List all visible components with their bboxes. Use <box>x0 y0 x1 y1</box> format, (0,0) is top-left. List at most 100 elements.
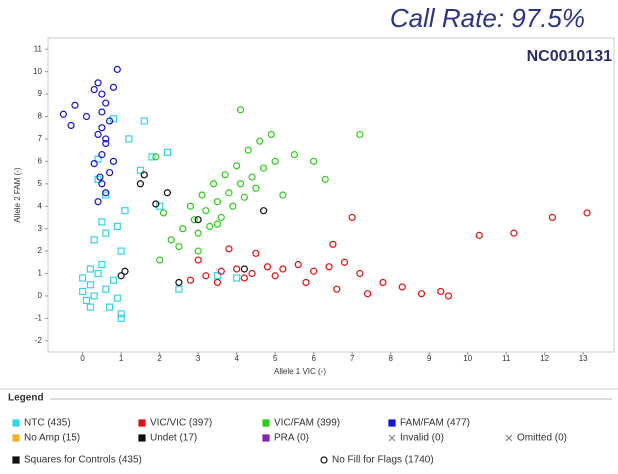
data-point <box>263 263 272 271</box>
data-point <box>59 110 68 118</box>
data-point <box>240 193 248 201</box>
data-point <box>510 229 518 237</box>
data-point <box>260 164 268 172</box>
y-tick-label: 5 <box>38 179 43 188</box>
legend-label: PRA (0) <box>274 433 309 444</box>
data-point <box>194 229 202 237</box>
data-point <box>229 202 237 210</box>
y-tick-label: 2 <box>38 246 43 255</box>
y-tick-label: -1 <box>35 313 43 322</box>
data-point <box>98 124 106 132</box>
legend-marker <box>12 434 20 442</box>
data-point <box>102 99 110 107</box>
data-point <box>109 83 118 91</box>
y-axis-label: Allele 2 FAM (-) <box>13 167 22 222</box>
data-point <box>175 278 183 287</box>
data-point <box>271 157 279 165</box>
data-point <box>86 265 94 273</box>
data-point <box>98 218 106 226</box>
data-point <box>94 79 102 87</box>
x-tick-label: 2 <box>157 354 162 363</box>
plot-area <box>47 37 615 353</box>
data-point <box>109 276 118 284</box>
data-point <box>86 281 94 289</box>
data-point <box>102 229 110 237</box>
data-point <box>94 198 102 206</box>
data-point <box>102 285 110 293</box>
x-tick-label: 1 <box>119 354 124 363</box>
data-point <box>244 146 252 154</box>
x-tick-label: 6 <box>311 354 316 363</box>
legend-label: VIC/FAM (399) <box>274 418 340 429</box>
data-point <box>113 222 121 230</box>
x-axis-label: Allele 1 VIC (-) <box>274 367 326 376</box>
data-point <box>113 294 121 302</box>
data-point <box>294 260 302 269</box>
legend-label: FAM/FAM (477) <box>400 418 470 429</box>
data-point <box>98 260 106 269</box>
y-tick-label: 4 <box>38 201 43 210</box>
data-point <box>198 191 206 199</box>
x-tick-label: 13 <box>579 354 588 363</box>
data-point <box>117 247 125 255</box>
data-point <box>159 209 168 217</box>
x-tick-label: 0 <box>80 354 85 363</box>
data-point <box>96 173 104 181</box>
y-tick-label: 0 <box>38 291 43 300</box>
data-point <box>252 249 260 257</box>
x-tick-label: 12 <box>540 354 549 363</box>
legend-label: Invalid (0) <box>400 433 444 444</box>
data-point <box>356 269 364 278</box>
data-point <box>175 242 183 251</box>
legend-marker <box>388 434 396 442</box>
data-point <box>163 148 171 156</box>
legend-label: No Amp (15) <box>24 433 80 444</box>
data-point <box>121 267 129 275</box>
data-point <box>98 151 106 159</box>
data-point <box>90 236 98 244</box>
data-point <box>252 184 260 192</box>
legend-note: No Fill for Flags (1740) <box>332 455 434 466</box>
data-point <box>202 207 210 215</box>
data-point <box>190 216 198 224</box>
data-point <box>248 269 256 278</box>
data-point <box>325 263 333 271</box>
legend-marker <box>505 434 513 442</box>
data-point <box>106 303 114 311</box>
data-point <box>148 153 156 161</box>
data-point <box>82 296 91 305</box>
data-point <box>179 225 187 233</box>
data-point <box>86 303 94 311</box>
data-point <box>329 240 337 248</box>
data-point <box>117 272 125 280</box>
data-point <box>248 173 256 181</box>
legend-marker <box>12 419 20 427</box>
data-point <box>140 117 148 125</box>
data-point <box>217 213 225 222</box>
data-point <box>167 236 175 244</box>
data-point <box>67 121 75 130</box>
data-point <box>271 272 279 280</box>
data-point <box>109 157 118 165</box>
data-point <box>71 101 79 109</box>
legend-marker <box>262 434 270 442</box>
data-point <box>117 314 125 322</box>
data-point <box>213 272 222 280</box>
legend-note: Squares for Controls (435) <box>24 455 142 466</box>
x-tick-label: 5 <box>273 354 278 363</box>
legend-label: VIC/VIC (397) <box>150 418 212 429</box>
data-point <box>213 198 222 206</box>
data-point <box>363 290 372 298</box>
x-tick-label: 3 <box>196 354 201 363</box>
data-point <box>209 180 218 188</box>
data-point <box>90 160 98 168</box>
x-tick-label: 7 <box>350 354 355 363</box>
y-tick-label: 1 <box>38 269 43 278</box>
data-point <box>217 267 225 275</box>
data-point <box>90 85 98 94</box>
data-point <box>279 191 287 199</box>
data-point <box>548 213 556 222</box>
data-point <box>102 189 110 197</box>
legend-note-marker <box>320 456 328 464</box>
